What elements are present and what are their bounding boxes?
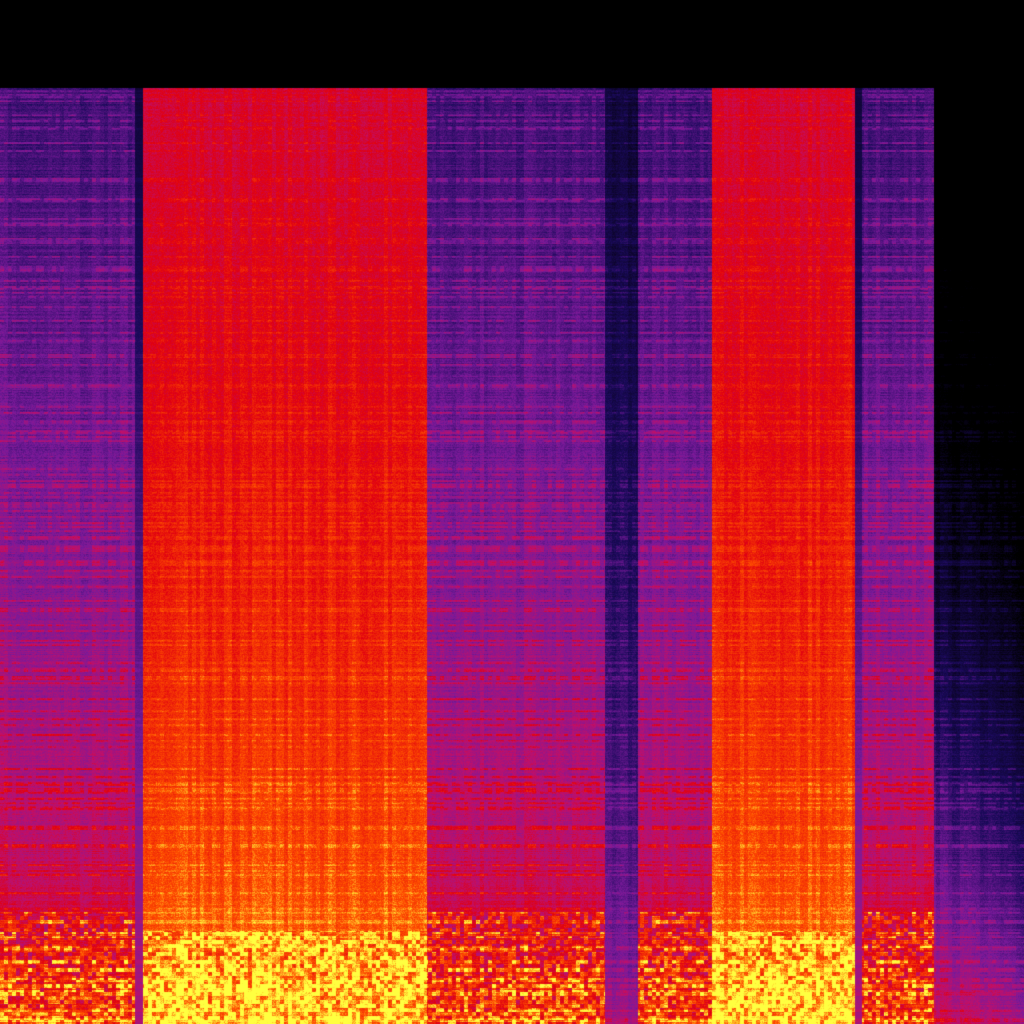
spectrogram-view xyxy=(0,0,1024,1024)
spectrogram-canvas xyxy=(0,0,1024,1024)
